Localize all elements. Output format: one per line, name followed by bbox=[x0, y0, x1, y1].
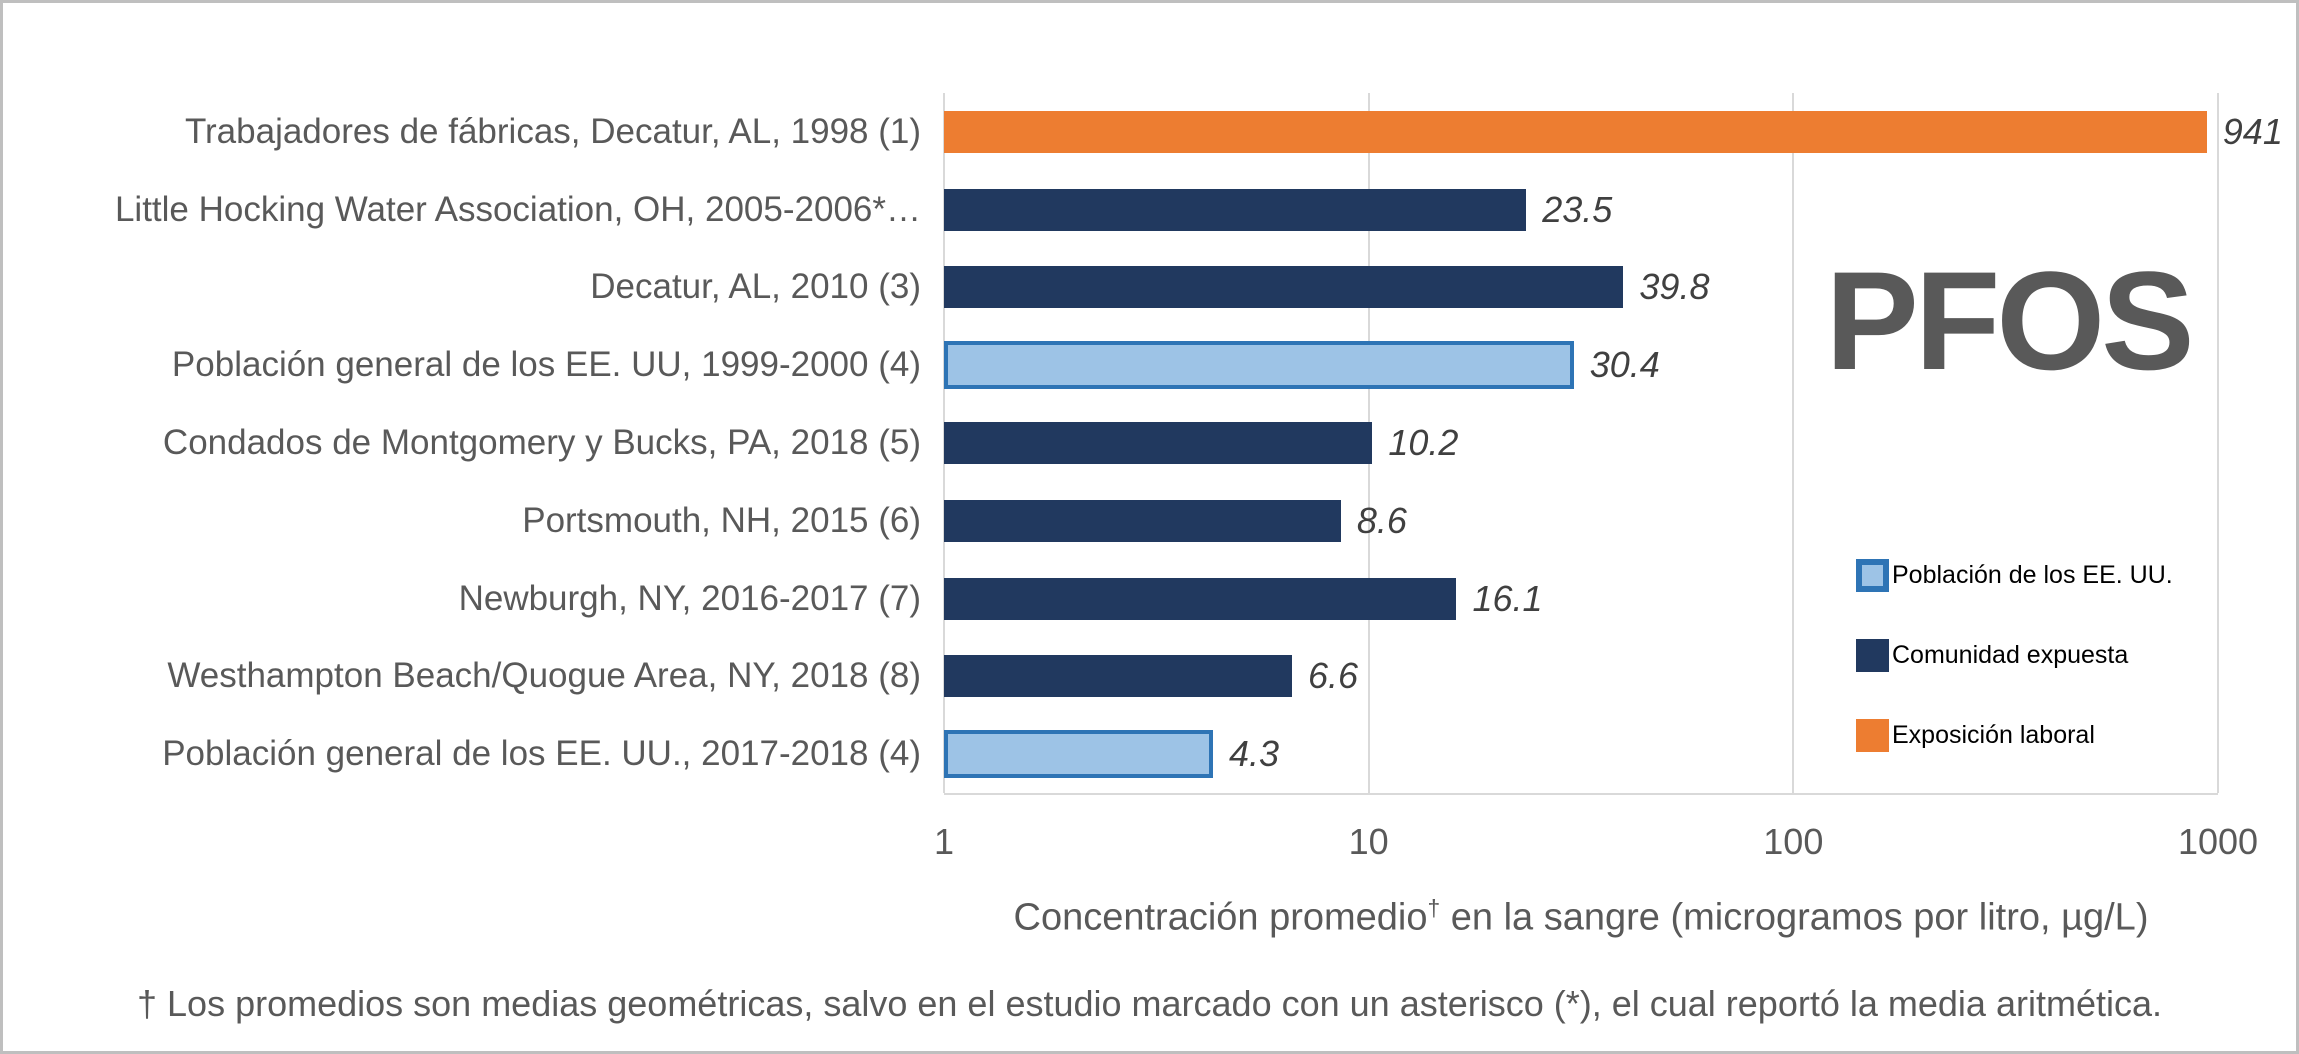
bar-exposed_community bbox=[944, 577, 1457, 620]
bar-row: 8.6 bbox=[944, 482, 2218, 560]
legend-entry-us_population: Población de los EE. UU. bbox=[1856, 559, 2173, 592]
bar-row: 30.4 bbox=[944, 326, 2218, 404]
x-axis-ticks: 1 10 100 1000 bbox=[934, 821, 2258, 867]
category-label: Trabajadores de fábricas, Decatur, AL, 1… bbox=[184, 111, 921, 151]
legend: Población de los EE. UU. Comunidad expues… bbox=[1856, 559, 2173, 799]
bar-row: 10.2 bbox=[944, 404, 2218, 482]
bar-exposed_community bbox=[944, 499, 1341, 542]
legend-label: Exposición laboral bbox=[1892, 721, 2095, 749]
category-label: Portsmouth, NH, 2015 (6) bbox=[522, 500, 921, 540]
value-label: 30.4 bbox=[1589, 344, 1660, 386]
chart-title: PFOS bbox=[1825, 242, 2194, 399]
category-label: Newburgh, NY, 2016-2017 (7) bbox=[458, 578, 921, 618]
value-label: 16.1 bbox=[1472, 577, 1543, 619]
bar-row: 6.6 bbox=[944, 637, 2218, 715]
category-axis: Trabajadores de fábricas, Decatur, AL, 1… bbox=[33, 93, 921, 793]
category-label: Condados de Montgomery y Bucks, PA, 2018… bbox=[162, 423, 921, 463]
bar-exposed_community bbox=[944, 422, 1373, 465]
category-label: Little Hocking Water Association, OH, 20… bbox=[114, 189, 921, 229]
category-label: Población general de los EE. UU., 2017-2… bbox=[162, 734, 921, 774]
tick-label-1: 1 bbox=[933, 821, 955, 862]
footnote: † Los promedios son medias geométricas, … bbox=[137, 983, 2162, 1024]
x-axis-title: Concentración promedio† en la sangre (mi… bbox=[944, 895, 2218, 940]
value-label: 4.3 bbox=[1229, 733, 1280, 775]
value-label: 6.6 bbox=[1308, 655, 1359, 697]
legend-entry-occupational: Exposición laboral bbox=[1856, 719, 2173, 752]
value-label: 10.2 bbox=[1388, 422, 1459, 464]
tick-label-10: 10 bbox=[1348, 821, 1389, 862]
legend-label: Población de los EE. UU. bbox=[1892, 561, 2173, 589]
bar-row: 16.1 bbox=[944, 560, 2218, 638]
bar-exposed_community bbox=[944, 188, 1527, 231]
value-label: 23.5 bbox=[1542, 188, 1613, 230]
gridline-100 bbox=[1792, 93, 1795, 793]
legend-swatch-exposed_community bbox=[1856, 639, 1889, 672]
gridline-1000 bbox=[2217, 93, 2219, 793]
bar-us_population bbox=[944, 341, 1574, 390]
x-axis-title-rest: en la sangre (microgramos por litro, µg/… bbox=[1440, 896, 2149, 939]
value-label: 8.6 bbox=[1356, 499, 1407, 541]
legend-label: Comunidad expuesta bbox=[1892, 641, 2129, 669]
dagger-superscript: † bbox=[1427, 895, 1441, 921]
x-axis-line bbox=[944, 793, 2218, 795]
plot-area: 941 23.5 39.8 30.4 10.2 8.6 16.1 6.6 4.3 bbox=[943, 93, 2283, 795]
legend-swatch-occupational bbox=[1856, 719, 1889, 752]
bars-container: 941 23.5 39.8 30.4 10.2 8.6 16.1 6.6 4.3 bbox=[944, 93, 2283, 793]
x-axis-title-main: Concentración promedio bbox=[1013, 896, 1428, 939]
bar-exposed_community bbox=[944, 266, 1624, 309]
category-label: Población general de los EE. UU, 1999-20… bbox=[171, 345, 921, 385]
category-label: Decatur, AL, 2010 (3) bbox=[590, 267, 921, 307]
legend-swatch-us_population bbox=[1856, 559, 1889, 592]
category-label: Westhampton Beach/Quogue Area, NY, 2018 … bbox=[167, 656, 921, 696]
bar-occupational bbox=[944, 110, 2207, 153]
value-label: 39.8 bbox=[1639, 266, 1710, 308]
bar-us_population bbox=[944, 730, 1213, 779]
bar-row: 39.8 bbox=[944, 249, 2218, 327]
bar-row: 23.5 bbox=[944, 171, 2218, 249]
value-label: 941 bbox=[2222, 110, 2283, 152]
bar-row: 941 bbox=[944, 93, 2283, 171]
bar-exposed_community bbox=[944, 655, 1293, 698]
tick-label-100: 100 bbox=[1763, 821, 1824, 862]
bar-row: 4.3 bbox=[944, 715, 2218, 793]
tick-label-1000: 1000 bbox=[2177, 821, 2259, 862]
legend-entry-exposed_community: Comunidad expuesta bbox=[1856, 639, 2173, 672]
